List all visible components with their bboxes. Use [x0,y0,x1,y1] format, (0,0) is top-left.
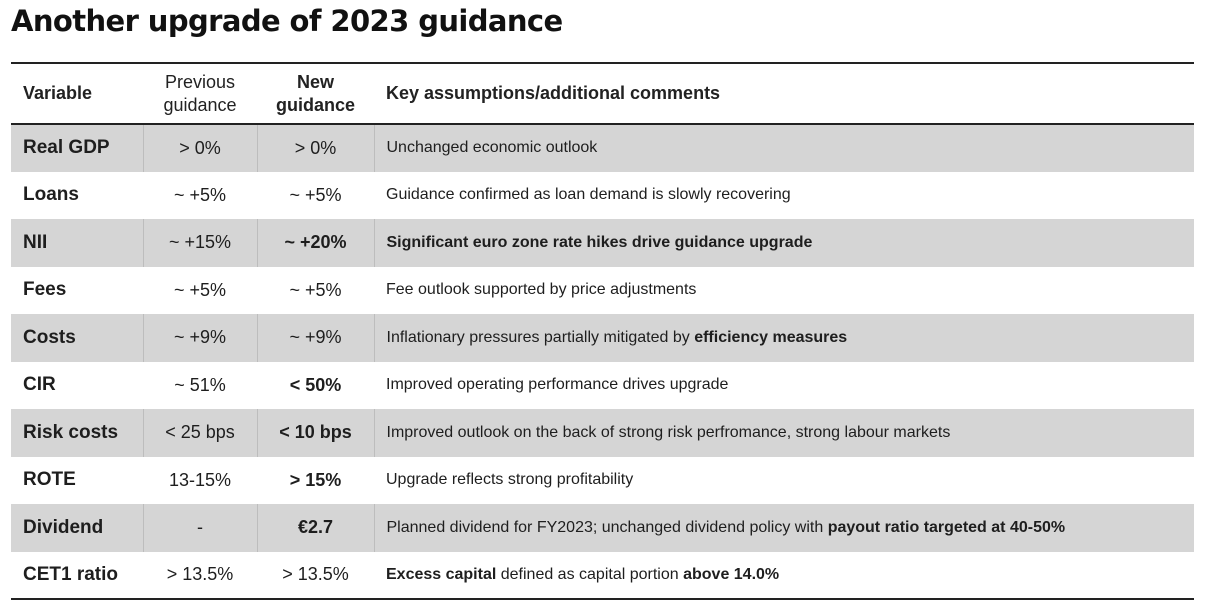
row-previous-guidance: > 13.5% [143,551,257,600]
row-previous-guidance: ~ +5% [173,184,227,205]
table-row: Loans ~ +5% ~ +5% Guidance confirmed as loa… [11,172,1194,220]
header-previous-line2: guidance [163,94,237,115]
table-row: Risk costs < 25 bps < 10 bps Improved outlo… [11,409,1194,457]
header-new-guidance: New guidance [257,62,374,125]
comment-text: defined as capital portion [496,565,684,583]
header-new-line1: New [296,71,334,92]
comment-text: Improved operating performance drives up… [386,376,729,394]
row-previous-guidance: ~ 51% [174,374,226,395]
row-new-guidance: ~ +5% [289,184,342,205]
row-new-guidance: > 15% [289,469,342,490]
row-variable: Costs [23,326,76,348]
guidance-table: Variable Previous guidance New guidance … [11,62,1194,600]
table-row: Real GDP > 0% > 0% Unchanged economic outlo… [11,124,1194,172]
row-new-guidance: > 13.5% [257,551,374,600]
row-comment: Unchanged economic outlook [373,124,1194,172]
row-previous-guidance: ~ +15% [142,219,257,267]
row-previous-guidance: ~ +5% [173,279,227,300]
row-new-guidance: ~ +5% [289,279,342,300]
comment-text: Upgrade reflects strong profitability [386,471,634,489]
header-comments: Key assumptions/additional comments [374,62,1194,125]
table-row: CIR ~ 51% < 50% Improved operating performa… [11,362,1194,410]
table-row: Dividend - €2.7 Planned dividend for FY2023… [11,504,1194,552]
row-variable: Dividend [23,516,104,538]
comment-emphasis: Excess capital [386,565,497,583]
row-comment: Upgrade reflects strong profitability [374,457,1194,505]
row-variable: ROTE [23,469,76,491]
row-new-guidance: ~ +9% [256,314,374,362]
comment-text: Fee outlook supported by price adjustmen… [386,281,697,299]
header-variable: Variable [11,62,143,125]
row-previous-guidance: < 25 bps [142,409,257,457]
comment-emphasis: payout ratio targeted at 40-50% [827,518,1066,536]
comment-emphasis: Significant euro zone rate hikes drive g… [386,233,813,251]
row-comment: Fee outlook supported by price adjustmen… [374,267,1194,315]
row-new-guidance: ~ +20% [256,219,374,267]
row-variable: Risk costs [23,421,119,443]
table-row: Fees ~ +5% ~ +5% Fee outlook supported by p… [11,267,1194,315]
table-row: Costs ~ +9% ~ +9% Inflationary pressures pa… [11,314,1194,362]
row-new-guidance: < 10 bps [256,409,374,457]
comment-text: Planned dividend for FY2023; unchanged d… [386,518,828,536]
row-variable: Real GDP [23,137,110,159]
header-row: Variable Previous guidance New guidance … [11,62,1194,125]
row-comment: Improved outlook on the back of strong r… [373,409,1194,457]
row-variable: Fees [23,279,67,301]
row-comment: Improved operating performance drives up… [374,362,1194,410]
comment-text: Inflationary pressures partially mitigat… [386,328,695,346]
row-previous-guidance: > 0% [142,124,257,172]
header-previous-line1: Previous [164,71,236,92]
row-new-guidance: < 50% [289,374,342,395]
table-row: CET1 ratio > 13.5% > 13.5% Excess capital d… [11,551,1194,600]
row-comment: Inflationary pressures partially mitigat… [373,314,1194,362]
row-comment: Excess capital defined as capital portio… [374,551,1194,600]
header-new-line2: guidance [275,94,355,115]
table-row: ROTE 13-15% > 15% Upgrade reflects strong p… [11,457,1194,505]
comment-text: Guidance confirmed as loan demand is slo… [386,186,791,204]
row-previous-guidance: ~ +9% [142,314,257,362]
comment-emphasis: above 14.0% [683,565,780,583]
row-comment: Significant euro zone rate hikes drive g… [373,219,1194,267]
table-header: Variable Previous guidance New guidance … [11,62,1194,125]
comment-text: Improved outlook on the back of strong r… [386,423,951,441]
row-variable: Loans [23,184,79,206]
row-comment: Guidance confirmed as loan demand is slo… [374,172,1194,220]
comment-emphasis: efficiency measures [694,328,848,346]
comment-text: Unchanged economic outlook [386,139,598,157]
row-new-guidance: €2.7 [256,504,374,552]
row-variable: CET1 ratio [11,551,143,600]
row-previous-guidance: - [142,504,257,552]
page-title: Another upgrade of 2023 guidance [11,4,563,38]
table-body: Real GDP > 0% > 0% Unchanged economic outlo… [11,124,1194,600]
header-previous-guidance: Previous guidance [143,62,257,125]
row-new-guidance: > 0% [256,124,374,172]
row-previous-guidance: 13-15% [168,469,232,490]
row-comment: Planned dividend for FY2023; unchanged d… [373,504,1194,552]
row-variable: NII [23,231,48,253]
table-row: NII ~ +15% ~ +20% Significant euro zone rat… [11,219,1194,267]
row-variable: CIR [23,374,56,396]
